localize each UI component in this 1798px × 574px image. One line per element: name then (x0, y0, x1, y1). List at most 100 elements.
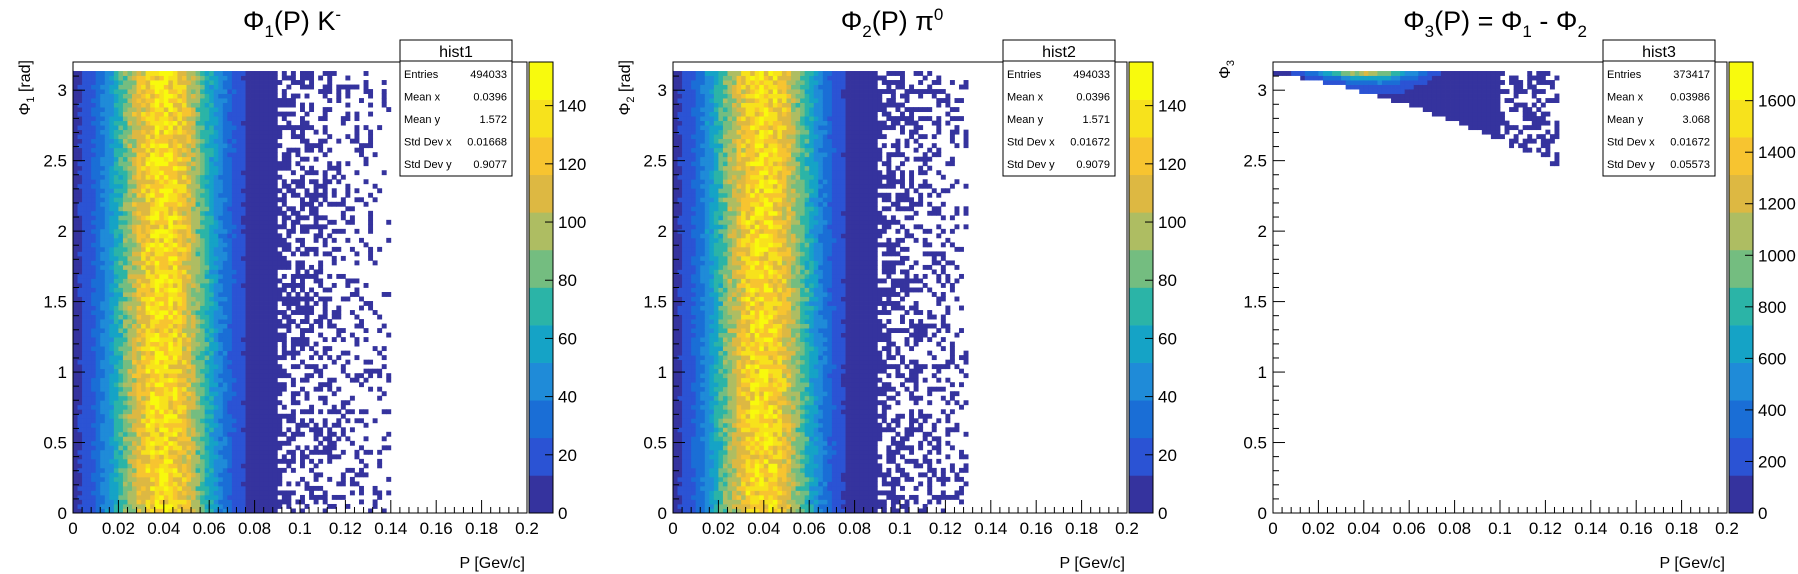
heatmap-cell (204, 188, 210, 194)
heatmap-cell (263, 346, 269, 352)
heatmap-cell (204, 255, 210, 261)
heatmap-cell (127, 458, 133, 464)
heatmap-cell (91, 287, 97, 293)
heatmap-cell (191, 210, 196, 216)
heatmap-cell (136, 192, 142, 198)
heatmap-cell (186, 228, 192, 234)
heatmap-cell (250, 161, 255, 167)
heatmap-cell (177, 350, 183, 356)
heatmap-cell (218, 170, 224, 176)
heatmap-cell (286, 242, 292, 248)
heatmap-cell (132, 458, 137, 464)
heatmap-cell (304, 188, 310, 194)
heatmap-cell (263, 120, 269, 126)
heatmap-cell (109, 264, 115, 270)
heatmap-cell (218, 364, 224, 370)
heatmap-cell (91, 206, 97, 212)
heatmap-cell (240, 224, 246, 230)
heatmap-cell (181, 282, 187, 288)
heatmap-cell (213, 341, 219, 347)
heatmap-cell (213, 391, 219, 397)
heatmap-cell (109, 494, 115, 500)
heatmap-cell (154, 273, 160, 279)
heatmap-cell (268, 337, 274, 343)
heatmap-cell (77, 120, 83, 126)
heatmap-cell (254, 445, 260, 451)
heatmap-cell (104, 422, 110, 428)
heatmap-cell (218, 499, 224, 505)
heatmap-cell (200, 107, 206, 113)
heatmap-cell (200, 242, 206, 248)
heatmap-cell (91, 355, 97, 361)
heatmap-cell (313, 463, 319, 469)
heatmap-cell (222, 102, 228, 108)
heatmap-cell (113, 161, 119, 167)
heatmap-cell (236, 246, 242, 252)
heatmap-cell (154, 165, 160, 171)
heatmap-cell (141, 472, 147, 478)
heatmap-cell (277, 242, 283, 248)
heatmap-cell (259, 418, 265, 424)
heatmap-cell (145, 319, 151, 324)
heatmap-cell (95, 400, 101, 406)
heatmap-cell (200, 355, 206, 361)
heatmap-cell (300, 125, 305, 131)
heatmap-cell (218, 201, 224, 207)
heatmap-cell (122, 93, 128, 99)
heatmap-cell (154, 436, 160, 442)
heatmap-cell (122, 485, 128, 491)
heatmap-cell (227, 377, 233, 383)
heatmap-cell (109, 458, 115, 464)
heatmap-cell (132, 174, 137, 180)
heatmap-cell (195, 418, 201, 424)
heatmap-cell (327, 355, 333, 361)
heatmap-cell (259, 440, 265, 446)
heatmap-cell (300, 179, 305, 185)
heatmap-cell (150, 138, 156, 144)
heatmap-cell (136, 237, 142, 243)
heatmap-cell (122, 224, 128, 230)
heatmap-cell (218, 174, 224, 180)
heatmap-cell (82, 206, 88, 212)
heatmap-cell (209, 273, 215, 279)
heatmap-cell (136, 183, 142, 189)
heatmap-cell (336, 494, 342, 500)
heatmap-cell (159, 418, 165, 424)
heatmap-cell (209, 463, 215, 469)
heatmap-cell (91, 350, 97, 356)
heatmap-cell (250, 228, 255, 234)
heatmap-cell (168, 391, 174, 397)
heatmap-cell (222, 237, 228, 243)
heatmap-cell (168, 503, 174, 509)
heatmap-cell (181, 174, 187, 180)
heatmap-cell (236, 210, 242, 216)
heatmap-cell (95, 364, 101, 370)
heatmap-cell (218, 206, 224, 212)
heatmap-cell (322, 400, 328, 406)
heatmap-cell (95, 404, 101, 410)
heatmap-cell (150, 350, 156, 356)
heatmap-cell (141, 440, 147, 446)
heatmap-cell (77, 328, 83, 333)
heatmap-cell (100, 422, 106, 428)
heatmap-cell (191, 170, 196, 176)
heatmap-cell (254, 359, 260, 365)
heatmap-cell (77, 246, 83, 252)
heatmap-cell (122, 206, 128, 212)
heatmap-cell (177, 391, 183, 397)
heatmap-cell (236, 350, 242, 356)
heatmap-cell (231, 427, 237, 433)
heatmap-cell (195, 237, 201, 243)
heatmap-cell (172, 350, 178, 356)
heatmap-cell (122, 80, 128, 85)
heatmap-cell (204, 206, 210, 212)
heatmap-cell (127, 116, 133, 122)
heatmap-cell (336, 418, 342, 424)
heatmap-cell (127, 373, 133, 379)
heatmap-cell (195, 476, 201, 482)
heatmap-cell (136, 472, 142, 478)
heatmap-cell (82, 409, 88, 415)
heatmap-cell (231, 224, 237, 230)
heatmap-cell (73, 269, 78, 275)
heatmap-cell (259, 251, 265, 257)
